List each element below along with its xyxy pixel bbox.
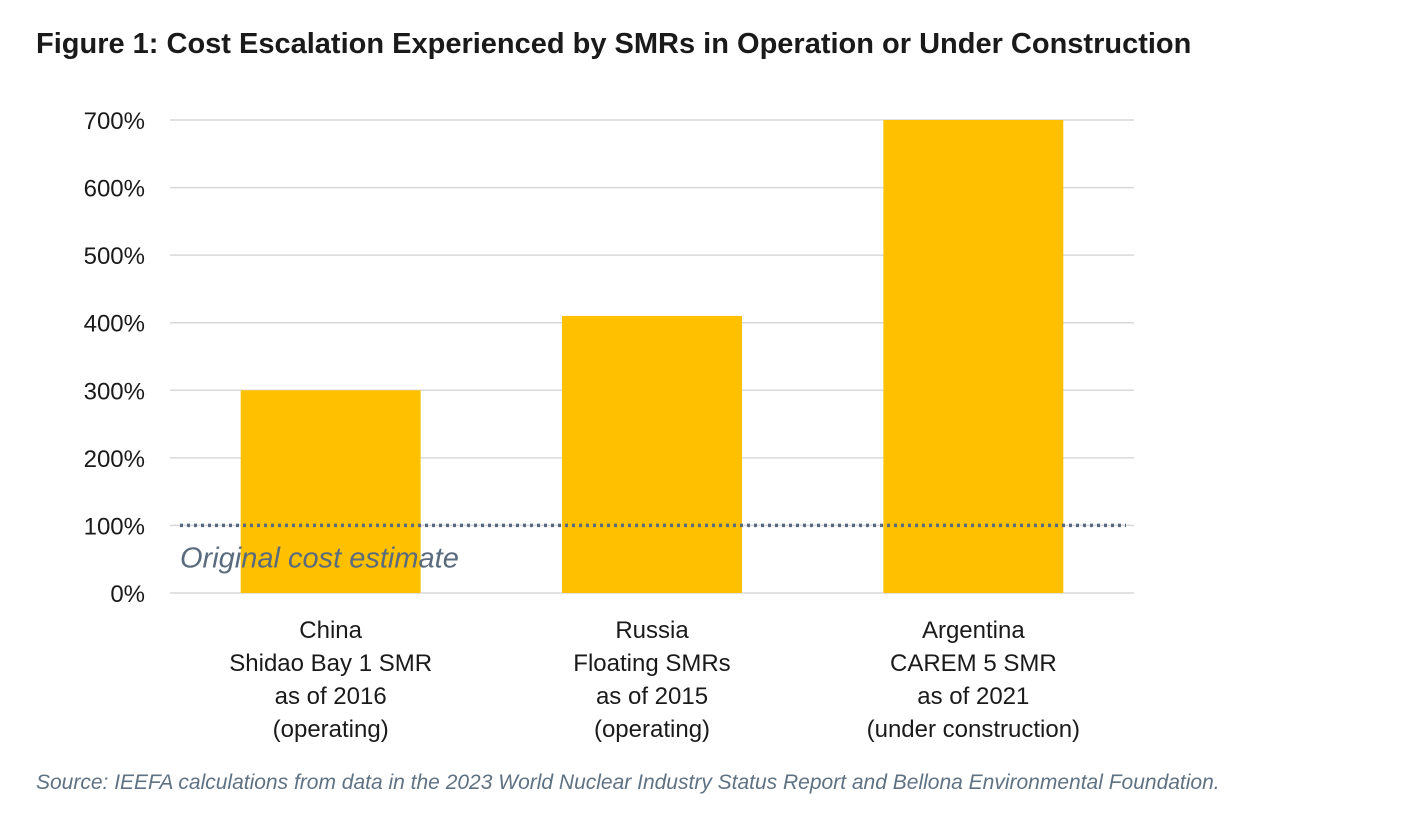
y-axis-ticks: 0% 100% 200% 300% 400% 500% 600% 700%: [84, 108, 145, 608]
y-tick-label: 500%: [84, 243, 145, 270]
category-label: (under construction): [867, 716, 1080, 743]
chart-title: Figure 1: Cost Escalation Experienced by…: [36, 28, 1192, 60]
y-tick-label: 100%: [84, 513, 145, 540]
bar: [883, 120, 1064, 593]
category-label: Shidao Bay 1 SMR: [229, 650, 432, 677]
y-tick-label: 300%: [84, 378, 145, 405]
x-axis-labels: China Shidao Bay 1 SMR as of 2016 (operatin…: [229, 617, 1080, 743]
y-tick-label: 600%: [84, 176, 145, 203]
reference-line-group: Original cost estimate: [180, 523, 1126, 574]
bar: [240, 390, 421, 593]
category-label: Argentina: [922, 617, 1025, 644]
category-label: (operating): [273, 716, 389, 743]
category-label: CAREM 5 SMR: [890, 650, 1057, 677]
category-label: as of 2015: [596, 683, 708, 710]
y-tick-label: 400%: [84, 311, 145, 338]
y-tick-label: 0%: [110, 581, 145, 608]
y-tick-label: 700%: [84, 108, 145, 135]
category-label: as of 2016: [275, 683, 387, 710]
category-label: China: [299, 617, 362, 644]
category-label: Floating SMRs: [573, 650, 730, 677]
source-note: Source: IEEFA calculations from data in …: [36, 771, 1220, 794]
category-label: (operating): [594, 716, 710, 743]
bar: [562, 315, 742, 593]
bars: [240, 120, 1064, 593]
y-tick-label: 200%: [84, 446, 145, 473]
category-label: Russia: [615, 617, 689, 644]
category-label: as of 2021: [917, 683, 1029, 710]
reference-line-label: Original cost estimate: [180, 542, 459, 574]
